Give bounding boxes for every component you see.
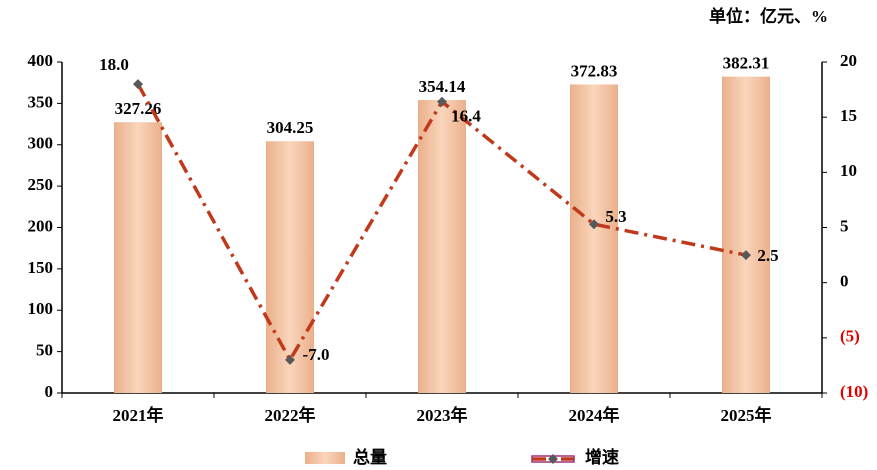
unit-annotation: 单位：亿元、% — [709, 6, 828, 26]
y-tick-label: 400 — [28, 51, 54, 70]
line-value-label: 5.3 — [605, 207, 626, 226]
y-tick-label: 300 — [28, 134, 54, 153]
legend-marker — [548, 454, 558, 464]
growth-marker — [133, 79, 143, 90]
y2-tick-label: (5) — [840, 327, 860, 346]
line-value-label: 18.0 — [99, 55, 129, 74]
line-value-label: 16.4 — [451, 107, 481, 126]
growth-marker — [589, 219, 599, 230]
bar — [114, 122, 162, 393]
legend-swatch — [305, 452, 345, 464]
x-tick-label: 2025年 — [721, 405, 772, 425]
legend-label: 总量 — [353, 447, 387, 467]
y2-tick-label: 20 — [840, 51, 857, 70]
growth-marker — [437, 96, 447, 107]
growth-marker — [741, 250, 751, 261]
bar-value-label: 382.31 — [723, 54, 770, 73]
y2-tick-label: 15 — [840, 106, 857, 125]
line-value-label: -7.0 — [303, 345, 330, 364]
y2-tick-label: 10 — [840, 161, 857, 180]
x-tick-label: 2021年 — [113, 405, 164, 425]
x-tick-label: 2022年 — [265, 405, 316, 425]
bar-value-label: 372.83 — [571, 61, 618, 80]
y-tick-label: 100 — [28, 299, 54, 318]
legend-label: 增速 — [585, 447, 619, 467]
bar — [570, 84, 618, 393]
x-tick-label: 2023年 — [417, 405, 468, 425]
bar-value-label: 354.14 — [419, 77, 466, 96]
growth-marker — [285, 354, 295, 365]
y-tick-label: 200 — [28, 216, 54, 235]
y2-tick-label: 5 — [840, 216, 849, 235]
bar-value-label: 304.25 — [267, 118, 314, 137]
y-tick-label: 250 — [28, 175, 54, 194]
bar — [266, 141, 314, 393]
y-tick-label: 150 — [28, 258, 54, 277]
y-tick-label: 50 — [36, 341, 53, 360]
bar — [722, 76, 770, 393]
line-value-label: 2.5 — [757, 246, 778, 265]
bar — [418, 99, 466, 393]
y2-tick-label: (10) — [840, 382, 868, 401]
y-tick-label: 0 — [45, 382, 54, 401]
y2-tick-label: 0 — [840, 272, 849, 291]
y-tick-label: 350 — [28, 92, 54, 111]
x-tick-label: 2024年 — [569, 405, 620, 425]
